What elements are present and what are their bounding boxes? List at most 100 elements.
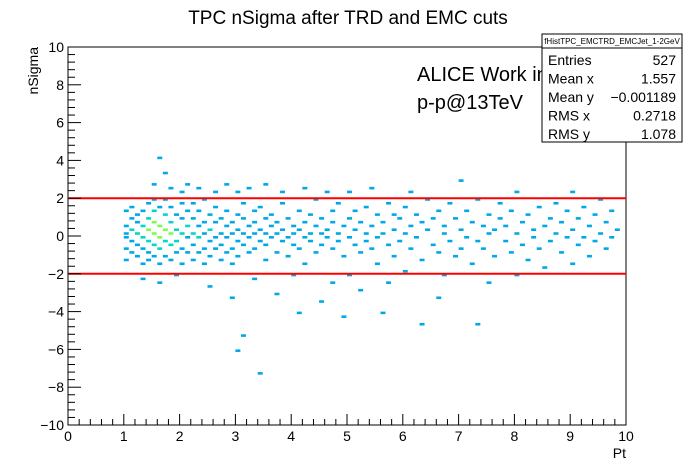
heatmap-cell bbox=[201, 220, 207, 224]
y-axis: −10 −8 −6 −4 −2 0 2 4 6 8 10 bbox=[40, 39, 81, 433]
heatmap-cell bbox=[374, 213, 380, 216]
heatmap-cell bbox=[598, 232, 604, 235]
heatmap-cell bbox=[302, 220, 308, 224]
heatmap-cell bbox=[330, 209, 336, 213]
heatmap-cell bbox=[213, 247, 219, 250]
heatmap-cell bbox=[441, 224, 447, 228]
heatmap-cell bbox=[391, 254, 397, 258]
heatmap-cell bbox=[151, 232, 157, 235]
x-tick-label: 7 bbox=[455, 428, 463, 444]
x-tick-label: 8 bbox=[511, 428, 519, 444]
heatmap-cell bbox=[129, 239, 135, 243]
heatmap-cell bbox=[341, 254, 347, 258]
heatmap-cell bbox=[151, 209, 157, 213]
heatmap-cell bbox=[519, 220, 525, 224]
heatmap-cell bbox=[503, 239, 509, 243]
heatmap-cell bbox=[224, 251, 230, 254]
heatmap-cell bbox=[162, 228, 168, 232]
heatmap-cell bbox=[296, 247, 302, 250]
heatmap-cell bbox=[492, 254, 498, 258]
heatmap-cell bbox=[240, 232, 246, 235]
heatmap-cell bbox=[441, 273, 447, 277]
heatmap-cell bbox=[609, 209, 615, 213]
y-tick-label: 0 bbox=[56, 228, 64, 244]
heatmap-cell bbox=[252, 220, 258, 224]
heatmap-cell bbox=[168, 186, 174, 190]
heatmap-cell bbox=[174, 273, 179, 277]
heatmap-cell bbox=[581, 205, 587, 209]
heatmap-cell bbox=[201, 232, 207, 235]
heatmap-cell bbox=[263, 217, 269, 220]
heatmap-cell bbox=[140, 224, 146, 228]
heatmap-cell bbox=[246, 236, 252, 239]
heatmap-cell bbox=[123, 209, 129, 213]
heatmap-cell bbox=[413, 236, 419, 239]
heatmap-cell bbox=[531, 236, 537, 239]
heatmap-cell bbox=[179, 262, 185, 266]
heatmap-cell bbox=[291, 232, 297, 235]
heatmap-cell bbox=[240, 217, 246, 220]
heatmap-cell bbox=[307, 213, 313, 216]
y-axis-label: nSigma bbox=[25, 47, 41, 95]
heatmap-cell bbox=[603, 247, 609, 250]
heatmap-cell bbox=[592, 239, 598, 243]
heatmap-cell bbox=[575, 243, 581, 247]
heatmap-cell bbox=[268, 213, 274, 216]
heatmap-cell bbox=[263, 258, 269, 262]
heatmap-cell bbox=[257, 228, 263, 232]
y-tick-label: −2 bbox=[48, 266, 64, 282]
stats-label: RMS x bbox=[548, 108, 590, 124]
x-tick-label: 3 bbox=[232, 428, 240, 444]
heatmap-cell bbox=[397, 239, 403, 243]
heatmap-cell bbox=[213, 236, 219, 239]
heatmap-cell bbox=[614, 228, 620, 232]
heatmap-cell bbox=[369, 224, 375, 228]
heatmap-cell bbox=[252, 277, 258, 281]
stats-value: 527 bbox=[653, 52, 677, 68]
heatmap-cell bbox=[497, 201, 503, 205]
heatmap-cell bbox=[185, 224, 191, 228]
heatmap-cell bbox=[123, 224, 129, 228]
heatmap-cell bbox=[352, 209, 358, 213]
heatmap-cell bbox=[480, 247, 486, 250]
heatmap-cell bbox=[369, 247, 375, 250]
heatmap-cell bbox=[514, 232, 520, 235]
heatmap-cell bbox=[274, 220, 280, 224]
heatmap-cell bbox=[162, 213, 168, 216]
heatmap-cell bbox=[240, 334, 246, 337]
heatmap-cell bbox=[374, 236, 380, 239]
heatmap-cell bbox=[196, 236, 202, 239]
heatmap-cell bbox=[553, 201, 559, 205]
heatmap-cell bbox=[542, 224, 548, 228]
heatmap-cell bbox=[185, 209, 191, 213]
heatmap-cell bbox=[436, 209, 442, 213]
heatmap-cell bbox=[369, 186, 375, 190]
heatmap-cell bbox=[413, 213, 419, 216]
heatmap-cell bbox=[319, 232, 325, 235]
heatmap-cell bbox=[402, 270, 408, 273]
heatmap-cell bbox=[235, 254, 241, 258]
heatmap-cell bbox=[246, 186, 252, 190]
heatmap-cell bbox=[347, 190, 352, 194]
heatmap-cell bbox=[547, 239, 553, 243]
heatmap-cell bbox=[134, 254, 140, 258]
heatmap-cell bbox=[380, 220, 386, 224]
heatmap-cell bbox=[352, 228, 358, 232]
x-tick-label: 5 bbox=[343, 428, 351, 444]
heatmap-cell bbox=[174, 239, 179, 243]
heatmap-cell bbox=[140, 209, 146, 213]
heatmap-cell bbox=[419, 220, 425, 224]
heatmap-cell bbox=[570, 228, 576, 232]
heatmap-cell bbox=[129, 228, 135, 232]
heatmap-cell bbox=[603, 220, 609, 224]
stats-value: 0.2718 bbox=[633, 108, 676, 124]
heatmap-cell bbox=[134, 220, 140, 224]
heatmap-cell bbox=[229, 220, 235, 224]
heatmap-cell bbox=[319, 243, 325, 247]
heatmap-cell bbox=[146, 239, 152, 243]
heatmap-cell bbox=[224, 236, 230, 239]
heatmap-cell bbox=[123, 247, 129, 250]
heatmap-cell bbox=[213, 220, 219, 224]
heatmap-cell bbox=[207, 213, 213, 216]
